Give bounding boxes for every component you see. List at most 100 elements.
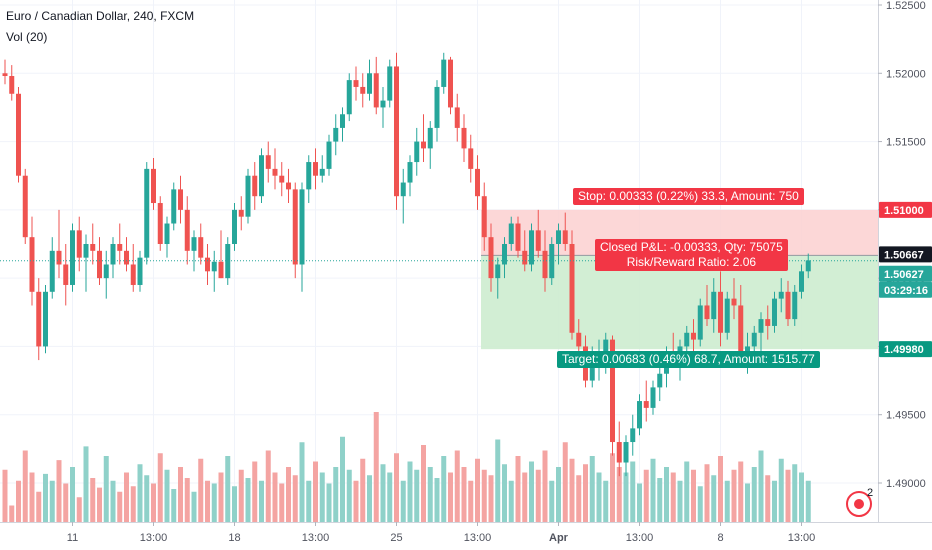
time-tick-label: 13:00 xyxy=(464,532,492,544)
candle-body xyxy=(400,182,406,197)
candle-body xyxy=(333,127,339,142)
volume-bar xyxy=(225,456,231,522)
candle-body xyxy=(623,442,629,463)
candle-body xyxy=(157,203,163,244)
closed-pnl-label[interactable]: Closed P&L: -0.00333, Qty: 75075 Risk/Re… xyxy=(595,239,788,272)
volume-bar xyxy=(414,469,420,522)
candle-body xyxy=(495,264,501,279)
time-tick-label: 13:00 xyxy=(626,532,654,544)
volume-bar xyxy=(340,436,345,522)
candle-body xyxy=(259,155,264,197)
volume-bar xyxy=(319,472,325,522)
candle-body xyxy=(313,162,318,176)
candle-body xyxy=(103,264,109,279)
volume-bar xyxy=(117,491,123,522)
candle-body xyxy=(144,168,150,258)
candle-body xyxy=(643,401,649,408)
candle-body xyxy=(562,230,568,244)
candle-body xyxy=(434,86,440,128)
candle-body xyxy=(232,209,237,244)
volume-bar xyxy=(792,464,798,522)
volume-bar xyxy=(394,453,399,522)
candle-body xyxy=(718,291,723,333)
volume-bar xyxy=(556,467,561,522)
candle-body xyxy=(292,189,298,265)
candle-body xyxy=(137,257,143,285)
volume-bar xyxy=(387,472,393,522)
chart-title: Euro / Canadian Dollar, 240, FXCM xyxy=(6,9,195,23)
volume-bar xyxy=(299,442,305,522)
candle-body xyxy=(738,305,744,354)
candle-body xyxy=(758,319,764,333)
candle-body xyxy=(441,59,447,87)
volume-bar xyxy=(596,472,602,522)
candle-body xyxy=(110,244,116,265)
candle-body xyxy=(225,244,231,279)
stop-label[interactable]: Stop: 0.00333 (0.22%) 33.3, Amount: 750 xyxy=(573,187,804,205)
candle-body xyxy=(535,230,541,251)
volume-bar xyxy=(738,461,744,522)
candle-body xyxy=(610,339,615,443)
volume-bar xyxy=(164,469,170,522)
volume-bar xyxy=(36,491,42,522)
volume-bar xyxy=(488,475,494,522)
candle-body xyxy=(130,264,136,285)
stop-price-badge: 1.51000 xyxy=(884,205,924,217)
volume-bar xyxy=(643,469,649,522)
price-scale[interactable]: 1.525001.520001.515001.510001.505001.500… xyxy=(878,0,932,522)
candle-body xyxy=(346,80,352,115)
volume-bar xyxy=(502,464,507,522)
volume-bar xyxy=(711,475,717,522)
volume-bar xyxy=(745,483,750,522)
volume-bar xyxy=(178,467,183,522)
volume-bar xyxy=(252,461,258,522)
countdown-badge-bg xyxy=(879,281,932,298)
volume-bar xyxy=(542,450,548,522)
volume-bar xyxy=(623,472,629,522)
candle-body xyxy=(785,291,791,320)
candle-body xyxy=(475,168,480,197)
badge-count: 2 xyxy=(867,487,874,499)
volume-bar xyxy=(785,469,791,522)
candle-body xyxy=(218,261,224,279)
target-label[interactable]: Target: 0.00683 (0.46%) 68.7, Amount: 15… xyxy=(557,351,820,369)
last-price-badge-bg xyxy=(879,265,932,282)
volume-bar xyxy=(56,460,62,522)
candle-body xyxy=(589,360,595,381)
candle-body xyxy=(56,250,62,265)
volume-bar xyxy=(110,480,116,522)
candle-body xyxy=(407,162,413,183)
volume-bar xyxy=(535,469,541,522)
volume-bar xyxy=(97,487,102,522)
volume-bar xyxy=(515,456,521,522)
volume-bar xyxy=(373,412,379,522)
candle-body xyxy=(9,76,15,94)
volume-bar xyxy=(279,483,285,522)
candle-body xyxy=(650,387,656,408)
candle-body xyxy=(117,244,123,251)
candle-body xyxy=(97,250,102,279)
volume-bar xyxy=(772,480,777,522)
volume-bar xyxy=(407,461,413,522)
candle-body xyxy=(299,189,305,265)
price-tick-label: 1.49000 xyxy=(886,478,926,490)
entry-price-badge: 1.50667 xyxy=(884,249,924,261)
volume-bar xyxy=(286,467,291,522)
time-scale[interactable]: 11 13:00 18 13:00 25 13:00 Apr 13:00 8 13:00 xyxy=(0,522,932,550)
volume-bar xyxy=(650,458,656,522)
volume-bar xyxy=(16,480,21,522)
candle-body xyxy=(751,332,757,347)
candle-body xyxy=(805,260,811,272)
candle-body xyxy=(49,250,55,292)
candle-body xyxy=(421,141,426,149)
volume-bar xyxy=(205,480,210,522)
volume-bar xyxy=(522,472,528,522)
tradingview-logo-icon[interactable]: 2 xyxy=(846,487,873,517)
price-tick-label: 1.49500 xyxy=(886,410,926,422)
stop-price-badge-bg xyxy=(879,201,932,218)
volume-bar xyxy=(508,480,514,522)
candle-body xyxy=(265,155,271,169)
volume-bar xyxy=(454,450,460,522)
candle-body xyxy=(691,332,696,340)
